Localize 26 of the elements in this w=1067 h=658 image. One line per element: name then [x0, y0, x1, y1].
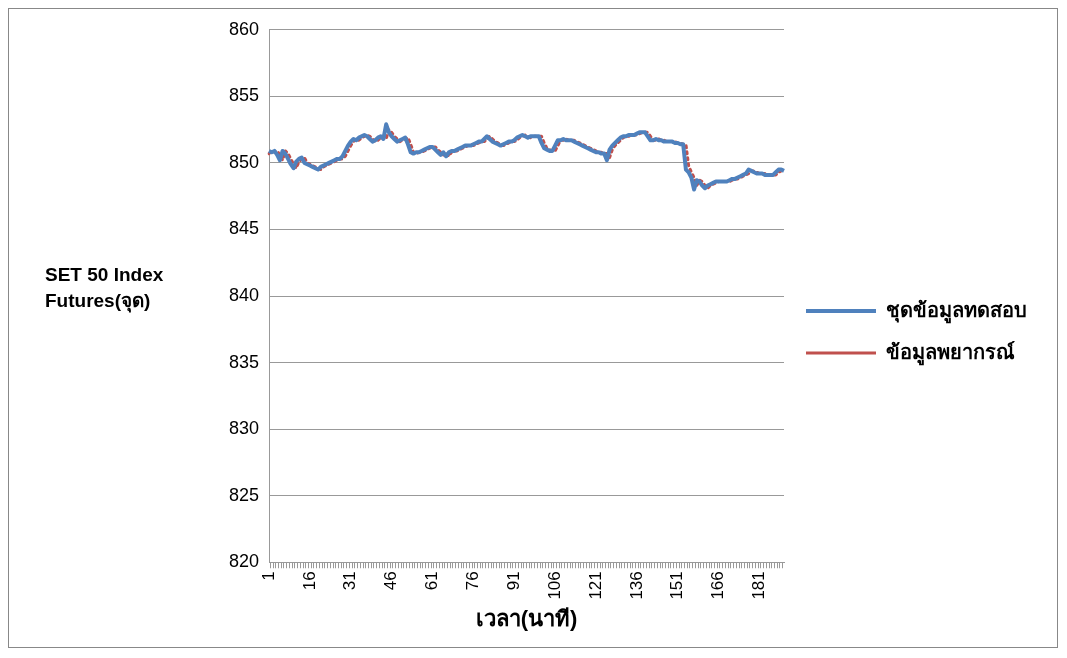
y-tick-label: 820: [228, 551, 259, 572]
y-axis-title: SET 50 Index Futures(จุด): [45, 264, 164, 314]
x-tick-label: 76: [463, 571, 483, 591]
y-tick-label: 860: [228, 18, 259, 39]
x-tick-label: 61: [422, 571, 442, 591]
y-tick-label: 830: [228, 418, 259, 439]
y-tick-label: 850: [228, 151, 259, 172]
x-tick-label: 31: [340, 571, 360, 591]
x-tick-label: 181: [749, 571, 769, 600]
x-tick-label: 151: [667, 571, 687, 600]
x-tick-label: 166: [708, 571, 728, 600]
y-tick-label: 835: [228, 351, 259, 372]
x-tick-label: 121: [585, 571, 605, 600]
y-tick-label: 825: [228, 484, 259, 505]
x-tick-label: 16: [299, 571, 319, 591]
x-tick-label: 91: [503, 571, 523, 591]
x-tick-label: 46: [381, 571, 401, 591]
y-tick-label: 855: [228, 85, 259, 106]
legend-label: ข้อมูลพยากรณ์: [886, 340, 1015, 366]
x-tick-label: 1: [258, 571, 278, 581]
y-tick-label: 845: [228, 218, 259, 239]
x-tick-label: 136: [626, 571, 646, 600]
x-axis-title: เวลา(นาที): [475, 605, 578, 631]
x-tick-label: 106: [544, 571, 564, 600]
legend-label: ชุดข้อมูลทดสอบ: [886, 298, 1027, 324]
y-tick-label: 840: [228, 284, 259, 305]
